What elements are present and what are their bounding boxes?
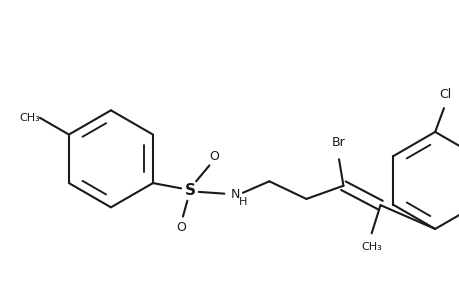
Text: Cl: Cl [439,88,451,101]
Text: O: O [176,221,186,234]
Text: N: N [231,188,240,201]
Text: O: O [209,150,219,163]
Text: H: H [238,196,246,207]
Text: Br: Br [331,136,345,149]
Text: CH₃: CH₃ [19,113,40,123]
Text: CH₃: CH₃ [360,242,381,252]
Text: S: S [184,183,195,198]
